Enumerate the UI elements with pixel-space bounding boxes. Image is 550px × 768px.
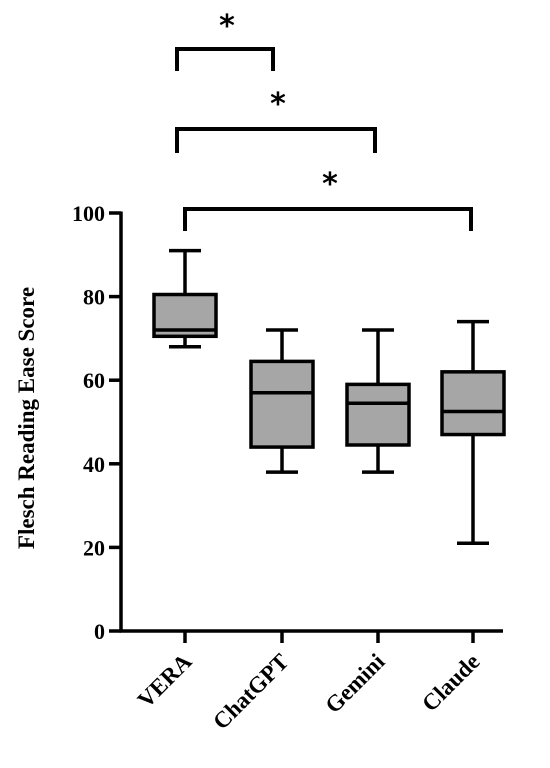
- y-tick-label: 20: [83, 535, 105, 560]
- box-group: [249, 328, 315, 474]
- x-axis: VERA ChatGPT Gemini Claude: [119, 629, 503, 734]
- y-axis: 0 20 40 60 80 100: [72, 201, 123, 644]
- y-axis-title: Flesch Reading Ease Score: [14, 287, 39, 549]
- box: [345, 382, 411, 447]
- x-tick-label: VERA: [133, 649, 197, 713]
- box-group: [440, 319, 506, 545]
- significance-bracket: [175, 47, 275, 71]
- significance-star: *: [270, 87, 286, 122]
- significance-star: *: [219, 9, 235, 44]
- x-tick-label: ChatGPT: [208, 649, 293, 734]
- y-tick-label: 100: [72, 201, 105, 226]
- y-tick-label: 80: [83, 285, 105, 310]
- x-tick-label: Gemini: [320, 648, 390, 718]
- box-group: [345, 328, 411, 474]
- box: [440, 370, 506, 437]
- y-tick-label: 40: [83, 452, 105, 477]
- box-group: [152, 248, 218, 349]
- y-tick-label: 60: [83, 368, 105, 393]
- significance-bracket: [183, 207, 473, 231]
- y-tick-label: 0: [94, 619, 105, 644]
- box: [249, 359, 315, 449]
- boxes: [152, 248, 506, 545]
- significance-star: *: [322, 167, 338, 202]
- significance-brackets: * * *: [175, 9, 473, 231]
- x-tick-label: Claude: [417, 649, 484, 716]
- significance-bracket: [175, 127, 377, 153]
